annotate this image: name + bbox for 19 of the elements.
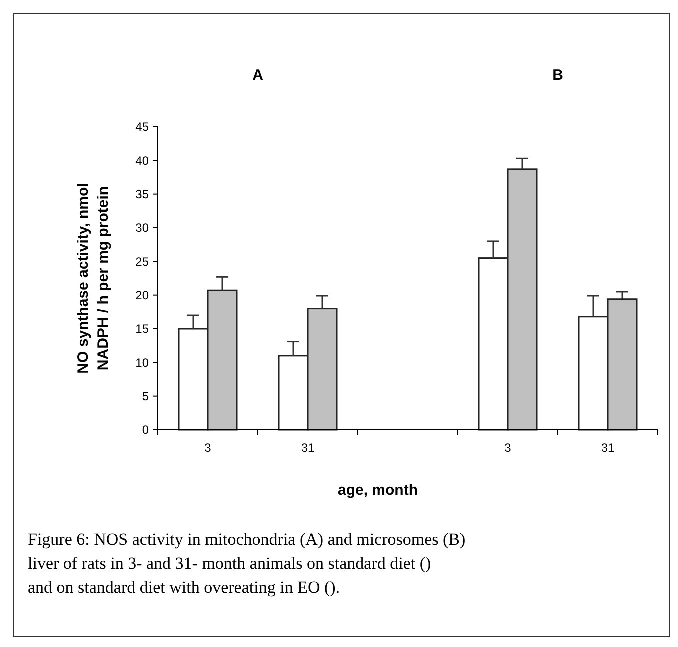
caption: Figure 6: NOS activity in mitochondria (A) and microsomes (B) liver of rats in 3- and 31- month animals on standard diet () and on standard diet with overeating in EO ().: [28, 530, 466, 597]
y-tick-label: 20: [136, 288, 150, 303]
y-tick-label: 35: [136, 188, 150, 202]
text: A: [252, 67, 264, 84]
x-tick-label: 31: [301, 441, 315, 455]
x-tick-label: 31: [601, 441, 615, 455]
x-tick-label: 3: [504, 441, 512, 455]
y-axis-title: NO synthase activity, nmol NADPH / h per mg protein: [75, 183, 112, 374]
y-tick-label: 0: [142, 423, 150, 438]
x-tick-label: 3: [204, 441, 212, 455]
y-tick-label: 25: [136, 254, 150, 269]
x-axis-title: age, month: [338, 482, 418, 499]
y-tick-label: 10: [136, 356, 150, 370]
y-tick-label: 40: [136, 154, 150, 168]
text: B: [552, 67, 564, 84]
y-tick-label: 5: [142, 390, 150, 404]
y-tick-label: 30: [136, 221, 150, 236]
y-tick-label: 15: [136, 322, 150, 336]
y-tick-label: 45: [136, 120, 150, 134]
